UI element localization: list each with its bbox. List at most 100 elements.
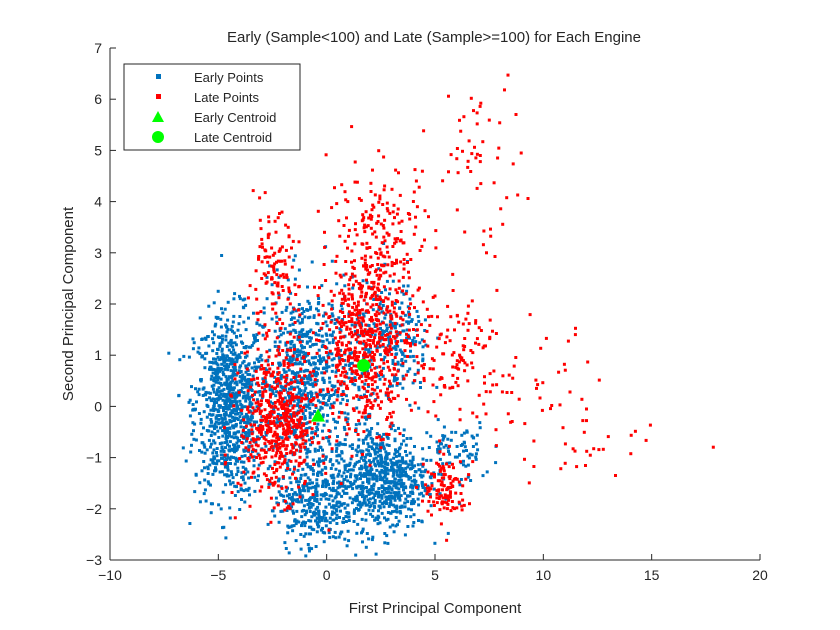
early-point xyxy=(271,392,275,395)
early-point xyxy=(323,510,327,514)
early-point xyxy=(450,430,454,434)
late-point xyxy=(310,440,314,444)
early-point xyxy=(226,462,230,465)
late-point xyxy=(252,398,256,402)
late-point xyxy=(292,451,296,455)
early-point xyxy=(365,448,369,452)
early-point xyxy=(365,469,369,473)
early-point xyxy=(220,254,224,257)
late-point xyxy=(376,318,380,322)
early-point xyxy=(289,340,293,344)
early-point xyxy=(223,455,227,459)
early-point xyxy=(373,498,377,502)
late-point xyxy=(276,484,280,488)
early-point xyxy=(474,457,478,461)
late-point xyxy=(409,258,413,261)
late-point xyxy=(424,483,428,487)
early-point xyxy=(221,337,224,341)
late-point xyxy=(274,354,278,358)
early-point xyxy=(391,424,395,427)
early-point xyxy=(201,441,205,445)
late-point xyxy=(342,382,346,386)
early-point xyxy=(240,471,244,475)
early-point xyxy=(338,516,341,519)
early-point xyxy=(236,466,240,470)
late-point xyxy=(348,347,352,351)
early-point xyxy=(313,373,316,377)
early-point xyxy=(199,421,203,425)
early-point xyxy=(466,454,470,458)
early-point xyxy=(223,381,227,385)
early-point xyxy=(320,468,324,472)
late-point xyxy=(339,482,343,486)
late-point xyxy=(457,360,461,364)
early-point xyxy=(240,498,243,501)
early-point xyxy=(317,464,321,468)
late-point xyxy=(327,356,331,360)
early-point xyxy=(308,450,312,454)
late-point xyxy=(382,338,386,342)
early-point xyxy=(320,518,324,522)
late-point xyxy=(283,499,287,503)
early-point xyxy=(300,498,304,502)
y-axis-title: Second Principal Component xyxy=(60,206,77,401)
early-point xyxy=(209,511,213,515)
early-point xyxy=(235,473,239,477)
early-point xyxy=(228,414,232,418)
late-point xyxy=(374,329,378,333)
late-point xyxy=(284,380,288,384)
early-point xyxy=(343,284,347,288)
early-point xyxy=(344,515,348,518)
early-point xyxy=(327,502,331,506)
late-point xyxy=(458,407,462,411)
late-point xyxy=(360,290,364,294)
late-point xyxy=(388,211,392,215)
late-point xyxy=(364,342,368,345)
early-point xyxy=(395,507,399,511)
early-point xyxy=(376,459,380,463)
early-point xyxy=(215,352,219,355)
early-point xyxy=(333,318,337,322)
early-point xyxy=(188,522,192,525)
late-point xyxy=(428,367,432,371)
early-point xyxy=(416,315,420,319)
early-point xyxy=(306,503,310,506)
late-point xyxy=(344,348,348,352)
late-point xyxy=(386,394,390,398)
early-point xyxy=(385,466,389,470)
late-point xyxy=(274,444,278,448)
early-point xyxy=(379,493,382,497)
late-point xyxy=(282,388,286,392)
early-point xyxy=(404,515,408,518)
early-point xyxy=(285,353,289,357)
early-point xyxy=(317,301,321,304)
early-point xyxy=(207,391,211,395)
early-point xyxy=(404,450,407,453)
late-point xyxy=(429,487,433,491)
early-point xyxy=(316,509,320,513)
early-point xyxy=(367,449,371,453)
early-point xyxy=(297,487,301,491)
late-point xyxy=(324,279,328,282)
late-point xyxy=(349,379,353,383)
late-point xyxy=(293,321,297,324)
early-point xyxy=(304,532,308,536)
early-point xyxy=(233,484,237,488)
late-point xyxy=(266,271,270,275)
late-point xyxy=(378,194,382,198)
early-point xyxy=(406,465,410,469)
early-point xyxy=(383,541,387,545)
early-point xyxy=(288,387,291,391)
early-point xyxy=(289,525,293,529)
late-point xyxy=(396,207,400,211)
early-point xyxy=(393,377,396,380)
early-point xyxy=(417,406,421,410)
early-point xyxy=(212,357,215,361)
early-point xyxy=(228,388,232,392)
late-point xyxy=(289,431,293,435)
early-point xyxy=(386,468,390,472)
early-point xyxy=(245,439,248,443)
early-point xyxy=(228,479,232,483)
early-point xyxy=(212,401,216,405)
early-point xyxy=(320,334,324,338)
